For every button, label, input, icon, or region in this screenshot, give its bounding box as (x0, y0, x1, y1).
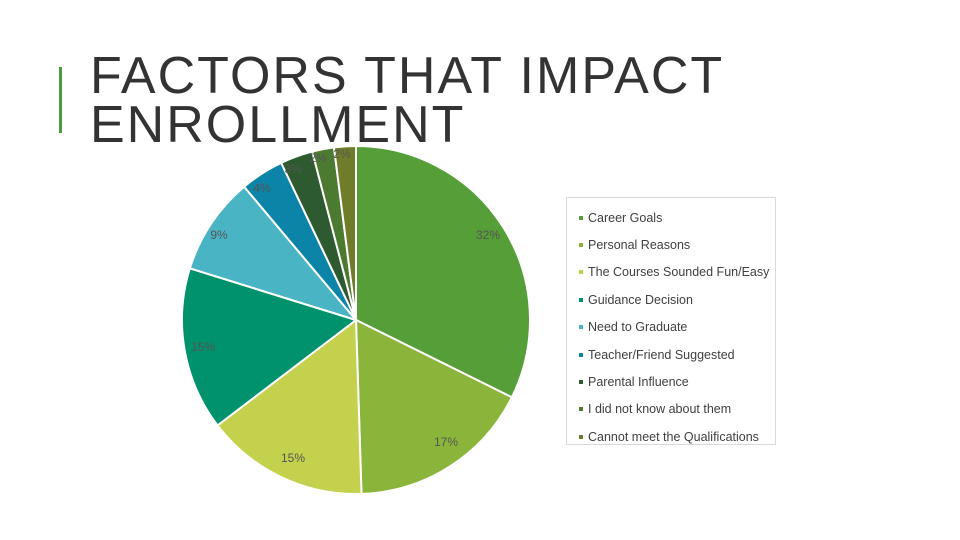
legend-swatch (579, 352, 583, 357)
legend-label: Cannot meet the Qualifications (588, 429, 759, 444)
legend-item: Teacher/Friend Suggested (567, 341, 775, 368)
legend-label: Personal Reasons (588, 238, 691, 253)
legend-label: I did not know about them (588, 402, 732, 417)
title-accent-bar (59, 67, 62, 133)
legend-swatch (579, 407, 583, 412)
legend-label: Need to Graduate (588, 320, 688, 335)
legend-label: Career Goals (588, 210, 663, 225)
legend-item: Parental Influence (567, 368, 775, 395)
legend-item: I did not know about them (567, 396, 775, 423)
legend-label: Teacher/Friend Suggested (588, 347, 735, 362)
slice-percent-label: 15% (191, 340, 215, 354)
legend-label: Guidance Decision (588, 292, 693, 307)
legend-item: Career Goals (567, 204, 775, 231)
slice-percent-label: 3% (284, 162, 302, 176)
legend-swatch (579, 434, 583, 439)
slice-percent-label: 32% (476, 228, 500, 242)
legend-swatch (579, 270, 583, 275)
slide-title: FACTORS THAT IMPACT ENROLLMENT (90, 47, 724, 154)
legend-label: Parental Influence (588, 375, 689, 390)
slice-percent-label: 2% (333, 147, 351, 161)
legend-swatch (579, 243, 583, 248)
legend-swatch (579, 297, 583, 302)
legend-item: Cannot meet the Qualifications (567, 423, 775, 450)
legend-item: Guidance Decision (567, 286, 775, 313)
slice-percent-label: 15% (281, 451, 305, 465)
legend-swatch (579, 325, 583, 330)
slice-percent-label: 2% (309, 151, 327, 165)
legend-item: The Courses Sounded Fun/Easy (567, 259, 775, 286)
legend-item: Need to Graduate (567, 314, 775, 341)
legend-item: Personal Reasons (567, 231, 775, 258)
pie-slice (355, 144, 531, 399)
pie-slice (188, 185, 359, 322)
slice-percent-label: 4% (253, 181, 271, 195)
pie-slice (216, 318, 363, 495)
legend-label: The Courses Sounded Fun/Easy (588, 265, 770, 280)
pie-slice (354, 318, 514, 495)
legend-swatch (579, 380, 583, 385)
slice-percent-label: 9% (210, 228, 228, 242)
pie-slice (181, 267, 359, 427)
legend-swatch (579, 215, 583, 220)
slice-percent-label: 17% (434, 435, 458, 449)
chart-legend: Career Goals Personal Reasons The Courses … (566, 197, 776, 445)
pie-slice (332, 144, 357, 321)
